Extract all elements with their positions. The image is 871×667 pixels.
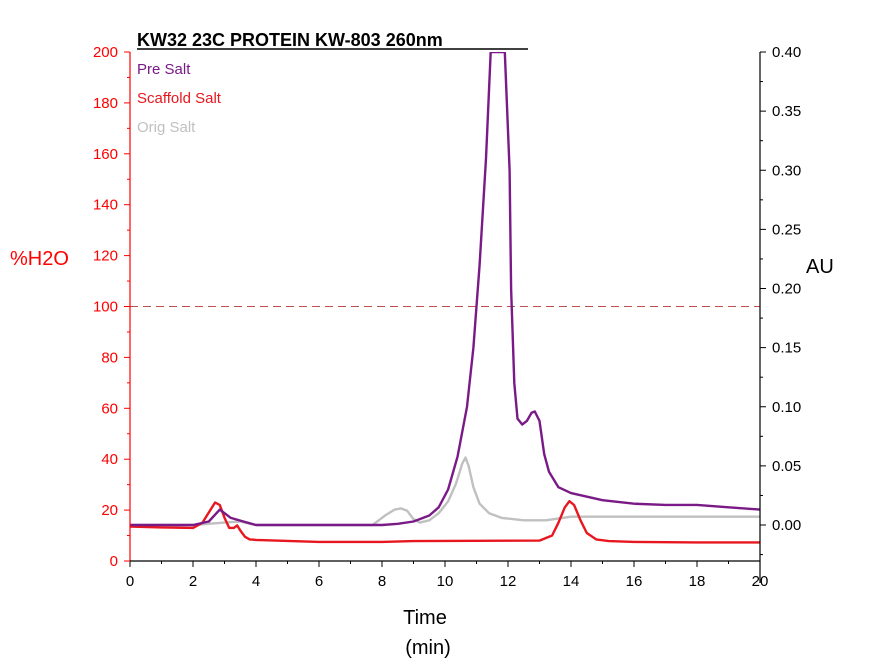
series-line-scaffold-salt — [130, 500, 760, 544]
y-right-tick-label: 0.30 — [772, 162, 801, 179]
legend: Pre Salt Scaffold Salt Orig Salt — [137, 61, 222, 136]
y-left-axis-label: %H2O — [10, 248, 69, 270]
x-tick-label: 14 — [563, 573, 580, 590]
y-right-tick-label: 0.05 — [772, 458, 801, 475]
series-layer — [130, 52, 760, 544]
x-tick-label: 12 — [500, 573, 517, 590]
axes-layer — [129, 52, 761, 583]
x-tick-label: 16 — [626, 573, 643, 590]
y-right-axis-label: AU — [806, 256, 834, 278]
tick-layer: 0 2 4 6 8 10 12 14 16 18 2002040608010012014016018… — [93, 44, 801, 590]
x-axis-unit-label: (min) — [405, 637, 451, 659]
y-right-tick-label: 0.10 — [772, 399, 801, 416]
legend-item-pre-salt: Pre Salt — [137, 61, 191, 78]
y-left-tick-label: 40 — [101, 451, 118, 468]
x-tick-label: 2 — [189, 573, 197, 590]
y-left-tick-label: 140 — [93, 197, 118, 214]
chart-title: KW32 23C PROTEIN KW-803 260nm — [137, 30, 443, 50]
y-right-tick-label: 0.20 — [772, 281, 801, 298]
legend-item-orig-salt: Orig Salt — [137, 119, 196, 136]
y-left-tick-label: 200 — [93, 44, 118, 61]
y-left-tick-label: 0 — [110, 553, 118, 570]
series-line-pre-salt — [130, 52, 760, 527]
y-right-tick-label: 0.40 — [772, 44, 801, 61]
y-right-tick-label: 0.00 — [772, 517, 801, 534]
x-tick-label: 0 — [126, 573, 134, 590]
y-left-tick-label: 160 — [93, 146, 118, 163]
y-left-tick-label: 180 — [93, 95, 118, 112]
y-left-tick-label: 60 — [101, 400, 118, 417]
x-tick-label: 6 — [315, 573, 323, 590]
x-axis-label: Time — [403, 607, 447, 629]
y-right-tick-label: 0.35 — [772, 103, 801, 120]
y-right-tick-label: 0.25 — [772, 221, 801, 238]
y-left-tick-label: 100 — [93, 299, 118, 316]
x-tick-label: 4 — [252, 573, 260, 590]
legend-item-scaffold-salt: Scaffold Salt — [137, 90, 222, 107]
x-tick-label: 8 — [378, 573, 386, 590]
y-right-tick-label: 0.15 — [772, 340, 801, 357]
x-tick-label: 20 — [752, 573, 769, 590]
x-tick-label: 18 — [689, 573, 706, 590]
y-left-tick-label: 80 — [101, 349, 118, 366]
y-left-tick-label: 20 — [101, 502, 118, 519]
y-left-tick-label: 120 — [93, 248, 118, 265]
x-tick-label: 10 — [437, 573, 454, 590]
